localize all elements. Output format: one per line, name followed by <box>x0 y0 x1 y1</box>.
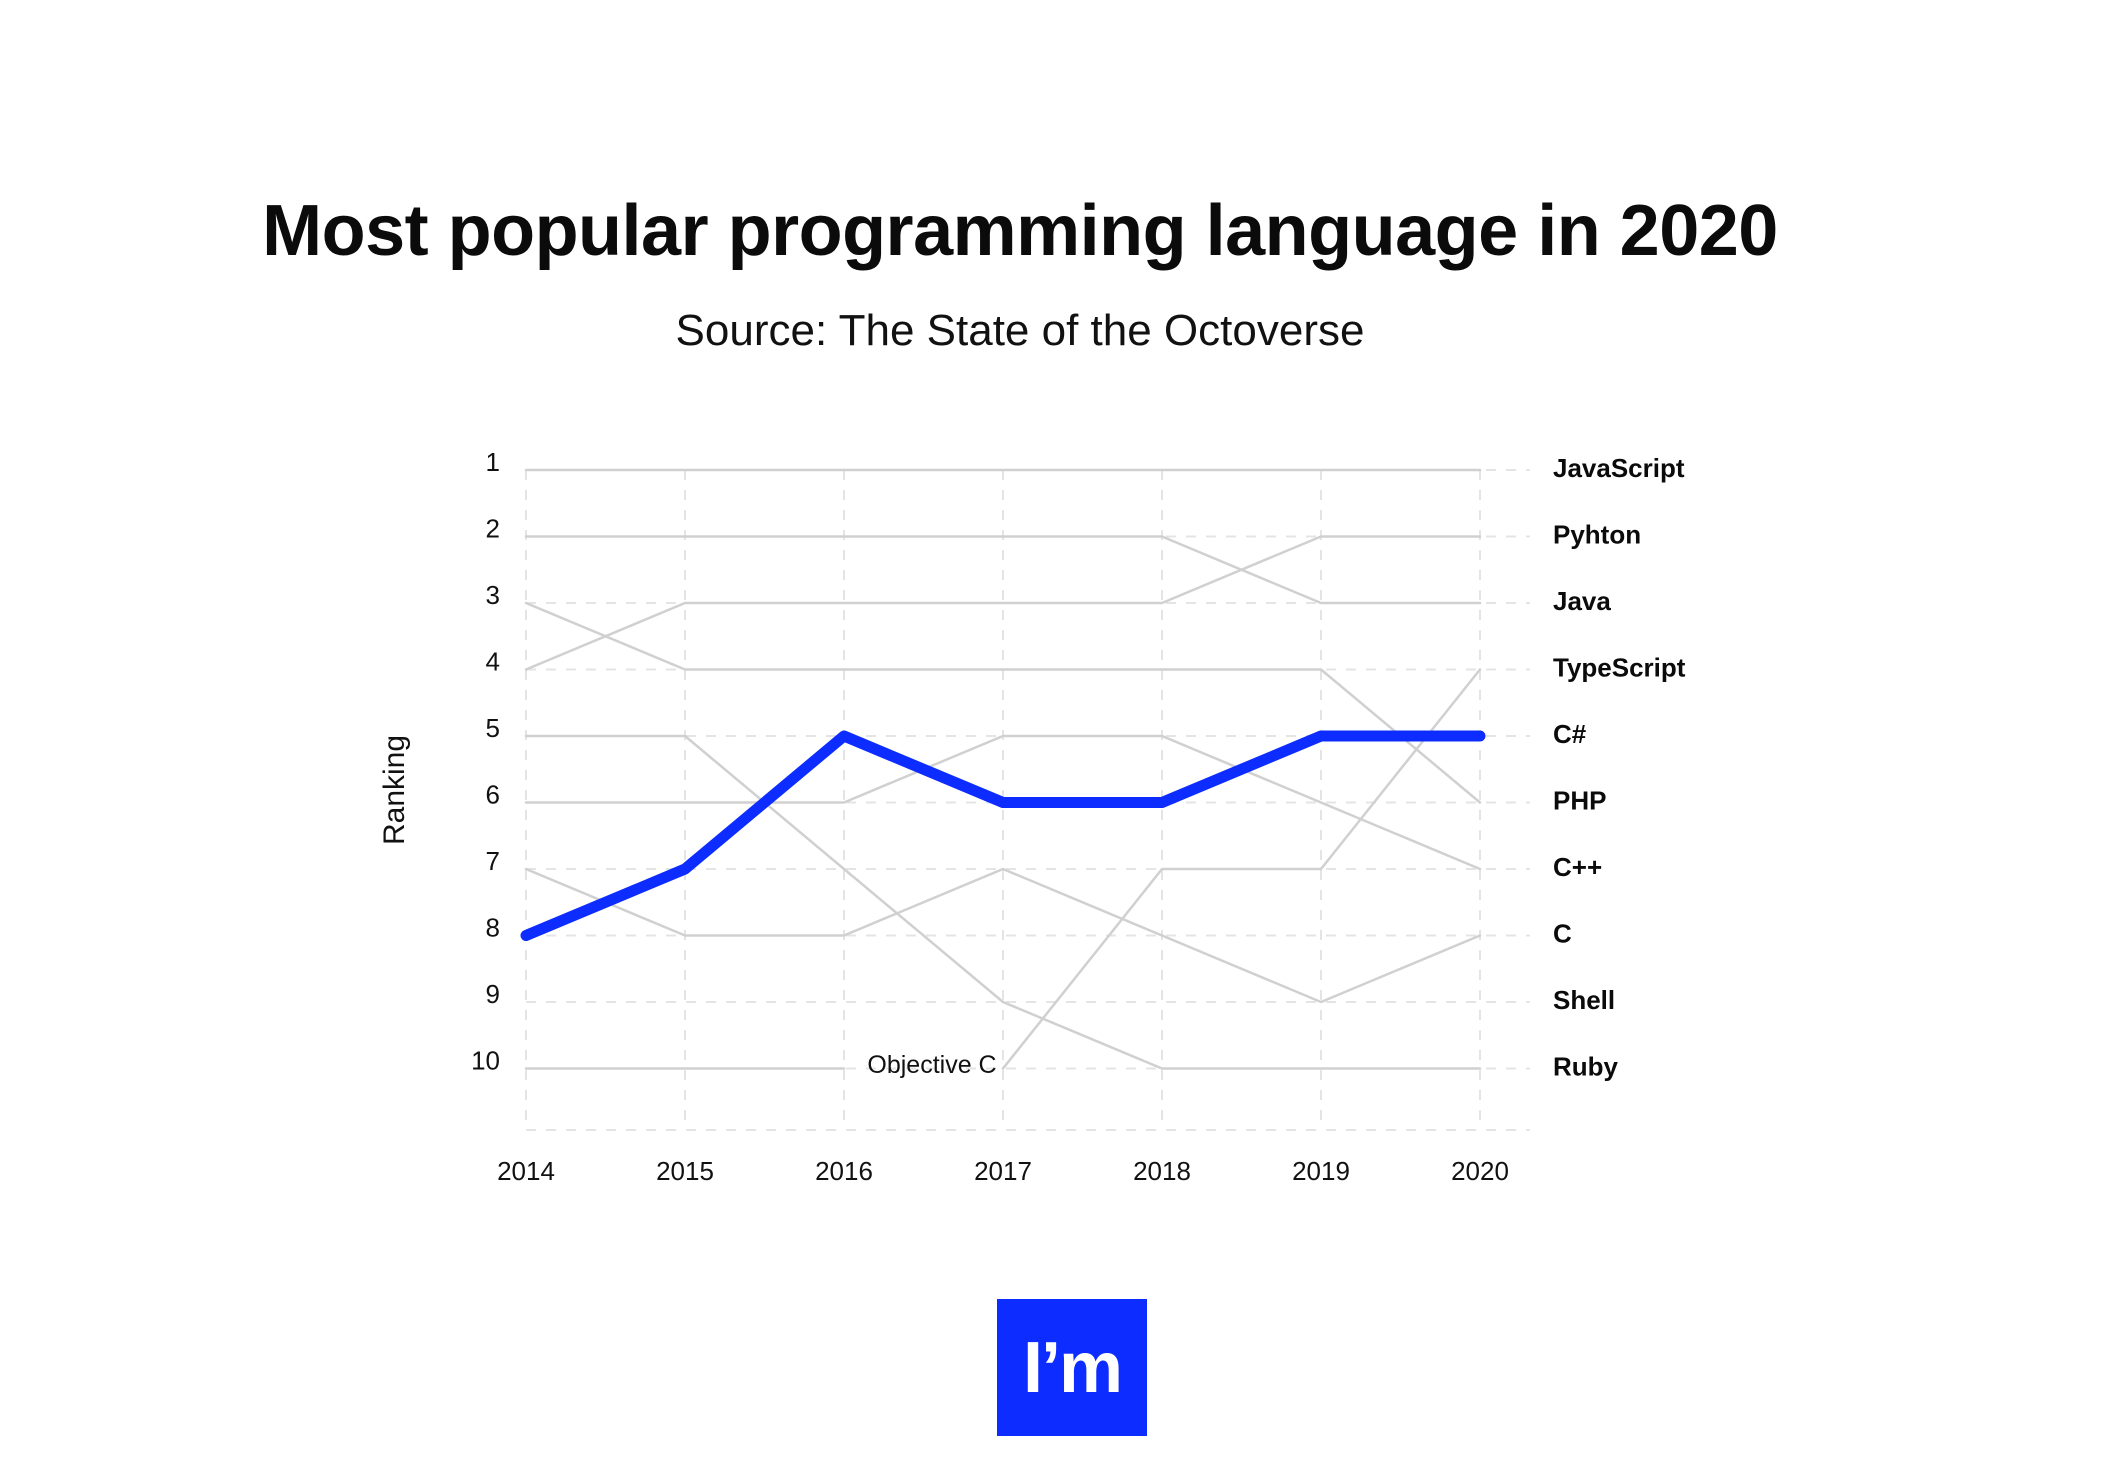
y-tick-label-3: 3 <box>486 580 500 610</box>
end-label-ruby: Ruby <box>1553 1051 1619 1081</box>
y-tick-label-10: 10 <box>471 1045 500 1075</box>
x-tick-label-2014: 2014 <box>497 1156 555 1186</box>
series-line-typescript <box>1001 668 1482 1070</box>
end-label-java: Java <box>1553 586 1611 616</box>
end-label-javascript: JavaScript <box>1553 453 1685 483</box>
x-tick-label-2018: 2018 <box>1133 1156 1191 1186</box>
end-label-typescript: TypeScript <box>1553 652 1686 682</box>
series-line-c <box>524 867 1482 1004</box>
brand-logo: I’m <box>997 1299 1147 1436</box>
series-line-pyhton <box>524 535 1482 605</box>
end-label-shell: Shell <box>1553 985 1615 1015</box>
chart-subtitle: Source: The State of the Octoverse <box>675 306 1365 355</box>
y-tick-label-2: 2 <box>486 513 500 543</box>
end-label-php: PHP <box>1553 785 1606 815</box>
y-tick-label-1: 1 <box>486 447 500 477</box>
y-tick-label-5: 5 <box>486 713 500 743</box>
annotation-objective-c: Objective C <box>867 1051 996 1079</box>
brand-logo-text: I’m <box>1022 1327 1123 1408</box>
y-tick-label-8: 8 <box>486 912 500 942</box>
chart-title: Most popular programming language in 202… <box>262 191 1778 271</box>
series-line-c <box>524 734 1482 871</box>
end-label-c: C++ <box>1553 852 1602 882</box>
y-tick-label-6: 6 <box>486 779 500 809</box>
end-label-pyhton: Pyhton <box>1553 519 1641 549</box>
series-line-c <box>520 730 1486 941</box>
x-tick-label-2019: 2019 <box>1292 1156 1350 1186</box>
end-label-c: C# <box>1553 719 1587 749</box>
series-line-php <box>524 601 1482 804</box>
y-axis-label: Ranking <box>378 735 411 845</box>
x-tick-label-2020: 2020 <box>1451 1156 1509 1186</box>
x-tick-label-2016: 2016 <box>815 1156 873 1186</box>
x-tick-label-2017: 2017 <box>974 1156 1032 1186</box>
series-line-java <box>524 535 1482 671</box>
end-label-c: C <box>1553 918 1572 948</box>
y-tick-label-9: 9 <box>486 979 500 1009</box>
y-tick-label-7: 7 <box>486 846 500 876</box>
series-line-ruby <box>524 734 1482 1070</box>
x-tick-label-2015: 2015 <box>656 1156 714 1186</box>
y-tick-label-4: 4 <box>486 646 500 676</box>
